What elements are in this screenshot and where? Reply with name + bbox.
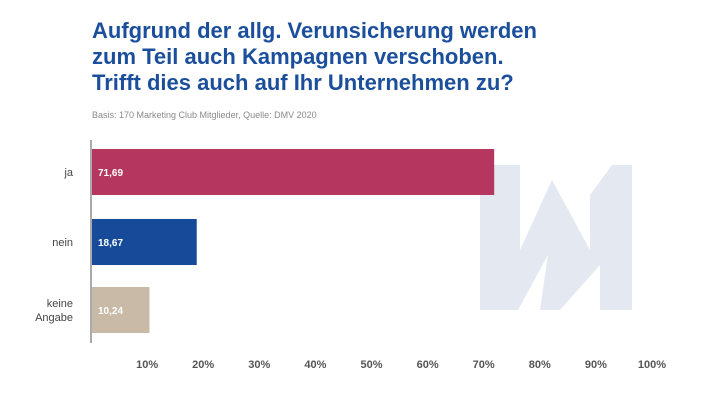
title-line-2: zum Teil auch Kampagnen verschoben. (92, 44, 504, 69)
x-tick-label-5: 60% (417, 359, 439, 371)
category-label-2-line-1: Angabe (35, 312, 73, 324)
x-tick-label-3: 40% (304, 359, 326, 371)
bar-2 (92, 287, 150, 333)
x-tick-label-2: 30% (248, 359, 270, 371)
bar-1 (92, 219, 197, 265)
source-note: Basis: 170 Marketing Club Mitglieder, Qu… (92, 110, 317, 120)
bar-value-label-2: 10,24 (98, 306, 123, 317)
x-tick-label-6: 70% (473, 359, 495, 371)
x-tick-label-7: 80% (529, 359, 551, 371)
bar-0 (92, 149, 495, 195)
bar-value-label-0: 71,69 (98, 168, 123, 179)
bar-value-label-1: 18,67 (98, 238, 123, 249)
category-label-2-line-0: keine (47, 298, 73, 310)
x-tick-label-1: 20% (192, 359, 214, 371)
title-line-3: Trifft dies auch auf Ihr Unternehmen zu? (92, 70, 514, 95)
dmv-logo-icon (480, 165, 632, 310)
x-tick-label-0: 10% (136, 359, 158, 371)
x-tick-label-8: 90% (585, 359, 607, 371)
category-label-1: nein (52, 237, 73, 249)
x-tick-label-9: 100% (638, 359, 666, 371)
title-line-1: Aufgrund der allg. Verunsicherung werden (92, 18, 537, 43)
x-tick-label-4: 50% (360, 359, 382, 371)
chart-title: Aufgrund der allg. Verunsicherung werden… (92, 18, 712, 96)
category-label-0: ja (63, 167, 73, 179)
